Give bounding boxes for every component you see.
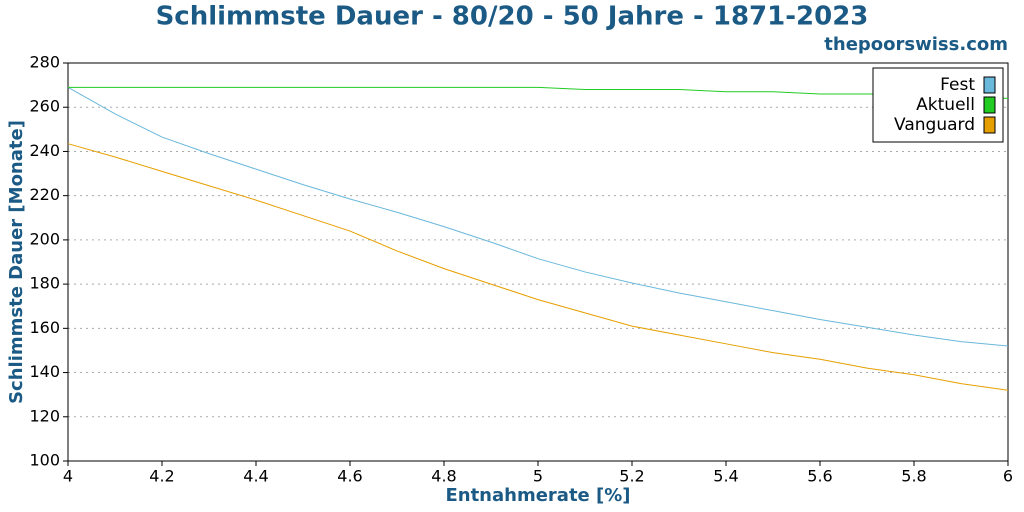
y-tick-label: 260 — [29, 97, 60, 116]
y-tick-label: 180 — [29, 274, 60, 293]
y-tick-label: 100 — [29, 451, 60, 470]
legend-label: Aktuell — [916, 95, 975, 115]
plot-frame — [67, 62, 1009, 462]
x-tick-label: 4.2 — [149, 467, 174, 486]
y-tick-label: 240 — [29, 141, 60, 160]
x-tick-label: 4.4 — [243, 467, 268, 486]
y-tick-label: 140 — [29, 362, 60, 381]
legend-swatch — [983, 76, 996, 94]
legend-box — [872, 67, 1004, 143]
legend-swatch — [983, 96, 996, 114]
x-tick-label: 5.6 — [807, 467, 832, 486]
chart-title: Schlimmste Dauer - 80/20 - 50 Jahre - 18… — [156, 2, 869, 32]
legend-label: Fest — [940, 75, 975, 95]
legend-swatch — [983, 116, 996, 134]
y-tick-label: 160 — [29, 318, 60, 337]
x-tick-label: 6 — [1003, 467, 1013, 486]
legend-label: Vanguard — [894, 115, 975, 135]
x-tick-label: 4 — [63, 467, 73, 486]
x-tick-label: 4.8 — [431, 467, 456, 486]
x-tick-label: 5.2 — [619, 467, 644, 486]
x-tick-label: 5.8 — [901, 467, 926, 486]
series-line — [67, 143, 1009, 391]
x-axis-label: Entnahmerate [%] — [445, 485, 630, 506]
y-tick-label: 220 — [29, 185, 60, 204]
x-tick-label: 5.4 — [713, 467, 738, 486]
series-line — [68, 86, 1009, 99]
x-tick-label: 5 — [533, 467, 543, 486]
y-tick-label: 120 — [29, 406, 60, 425]
y-axis-label: Schlimmste Dauer [Monate] — [6, 120, 27, 404]
y-tick-label: 200 — [29, 229, 60, 248]
y-tick-label: 280 — [29, 53, 60, 72]
x-tick-label: 4.6 — [337, 467, 362, 486]
watermark: thepoorswiss.com — [824, 34, 1008, 55]
series-line — [67, 86, 1009, 347]
